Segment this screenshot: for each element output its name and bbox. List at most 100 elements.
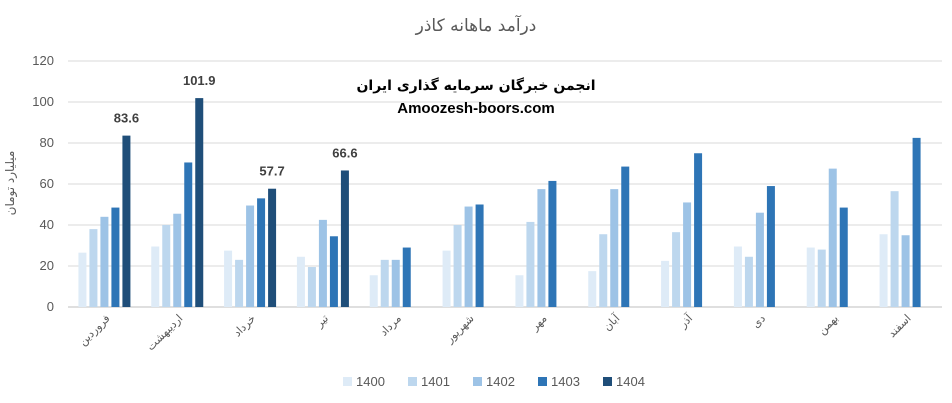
bar-1403-7: [621, 166, 630, 307]
bar-1400-2: [224, 250, 233, 307]
y-tick-label: 80: [40, 135, 54, 150]
y-tick-label: 40: [40, 217, 54, 232]
x-category-label: بهمن: [816, 312, 841, 337]
bar-1403-5: [475, 204, 484, 307]
gridlines: [68, 60, 942, 308]
bar-1400-0: [78, 252, 87, 307]
legend-swatch: [473, 377, 482, 386]
data-label: 57.7: [259, 164, 284, 179]
bar-1401-2: [235, 259, 244, 307]
bar-1403-8: [694, 153, 703, 307]
bar-1400-1: [151, 246, 160, 307]
legend-swatch: [603, 377, 612, 386]
legend-item-1401: 1401: [408, 374, 450, 389]
bar-1401-4: [380, 259, 389, 307]
bar-1403-2: [257, 198, 266, 307]
watermark-title: انجمن خبرگان سرمایه گذاری ایران: [356, 77, 595, 94]
bar-1400-4: [369, 275, 378, 307]
bars: [78, 98, 921, 307]
bar-1401-9: [744, 256, 753, 307]
bar-1400-7: [588, 271, 597, 307]
legend-item-1400: 1400: [343, 374, 385, 389]
bar-1400-11: [879, 234, 888, 307]
x-category-label: تیر: [312, 312, 331, 331]
data-label: 66.6: [332, 145, 357, 160]
legend-label: 1402: [486, 374, 515, 389]
x-category-label: خرداد: [231, 312, 258, 339]
bar-1402-11: [901, 235, 910, 307]
bar-1401-7: [599, 234, 608, 307]
bar-1402-8: [683, 202, 692, 307]
bar-1402-2: [246, 205, 255, 307]
bar-1403-11: [912, 137, 921, 307]
bar-1403-6: [548, 180, 557, 307]
bar-1403-9: [766, 186, 775, 307]
legend-item-1402: 1402: [473, 374, 515, 389]
bar-1402-0: [100, 216, 109, 307]
x-category-label: آبان: [600, 311, 623, 334]
x-category-label: فروردین: [76, 312, 112, 348]
bar-1403-0: [111, 207, 120, 307]
bar-1404-2: [268, 188, 277, 307]
bar-1401-10: [817, 249, 826, 307]
legend-label: 1400: [356, 374, 385, 389]
bar-1401-11: [890, 191, 899, 307]
bar-1400-3: [296, 256, 305, 307]
bar-1402-1: [173, 213, 182, 307]
legend: 1400 1401 1402 1403 1404: [343, 374, 645, 389]
legend-item-1403: 1403: [538, 374, 580, 389]
chart-title: درآمد ماهانه کاذر: [415, 14, 537, 36]
legend-swatch: [343, 377, 352, 386]
legend-swatch: [538, 377, 547, 386]
bar-1400-9: [733, 246, 742, 307]
data-label: 83.6: [114, 111, 139, 126]
bar-1402-9: [755, 212, 764, 307]
data-labels: 83.6 101.9 57.7 66.6: [114, 73, 358, 179]
y-tick-label: 120: [32, 53, 54, 68]
x-category-label: آذر: [675, 311, 696, 332]
watermark: انجمن خبرگان سرمایه گذاری ایران Amoozesh…: [356, 77, 595, 117]
bar-1404-3: [340, 170, 349, 307]
legend-swatch: [408, 377, 417, 386]
x-axis-categories: فروردین اردیبهشت خرداد تیر مرداد شهریور مهر آبا…: [76, 311, 913, 354]
x-category-label: مهر: [528, 312, 550, 334]
bar-1402-6: [537, 189, 546, 307]
bar-1400-8: [661, 260, 670, 307]
y-tick-label: 60: [40, 176, 54, 191]
y-tick-label: 100: [32, 94, 54, 109]
bar-1404-0: [122, 135, 131, 307]
x-category-label: دی: [749, 312, 768, 331]
legend-label: 1404: [616, 374, 645, 389]
data-label: 101.9: [183, 73, 216, 88]
x-category-label: شهریور: [442, 312, 476, 346]
bar-1403-10: [839, 207, 848, 307]
bar-1402-3: [318, 219, 327, 307]
bar-1401-6: [526, 221, 535, 307]
y-tick-label: 0: [47, 299, 54, 314]
y-axis-ticks: 0 20 40 60 80 100 120: [32, 53, 54, 314]
bar-1402-4: [391, 259, 400, 307]
x-category-label: اسفند: [885, 312, 913, 340]
watermark-url: Amoozesh-boors.com: [397, 100, 555, 117]
bar-1404-1: [195, 98, 204, 307]
bar-1401-3: [307, 267, 316, 307]
bar-1400-5: [442, 250, 451, 307]
bar-1402-7: [610, 189, 619, 307]
bar-1403-4: [402, 247, 411, 307]
bar-1403-1: [184, 162, 193, 307]
bar-1401-5: [453, 225, 462, 307]
bar-1401-8: [672, 232, 681, 307]
bar-1402-10: [828, 168, 837, 307]
legend-label: 1403: [551, 374, 580, 389]
bar-1402-5: [464, 206, 473, 307]
x-category-label: اردیبهشت: [144, 312, 185, 353]
legend-label: 1401: [421, 374, 450, 389]
bar-1401-0: [89, 229, 98, 307]
bar-1401-1: [162, 225, 171, 307]
bar-1400-10: [806, 247, 815, 307]
y-tick-label: 20: [40, 258, 54, 273]
x-category-label: مرداد: [377, 312, 404, 339]
bar-1403-3: [329, 236, 338, 307]
